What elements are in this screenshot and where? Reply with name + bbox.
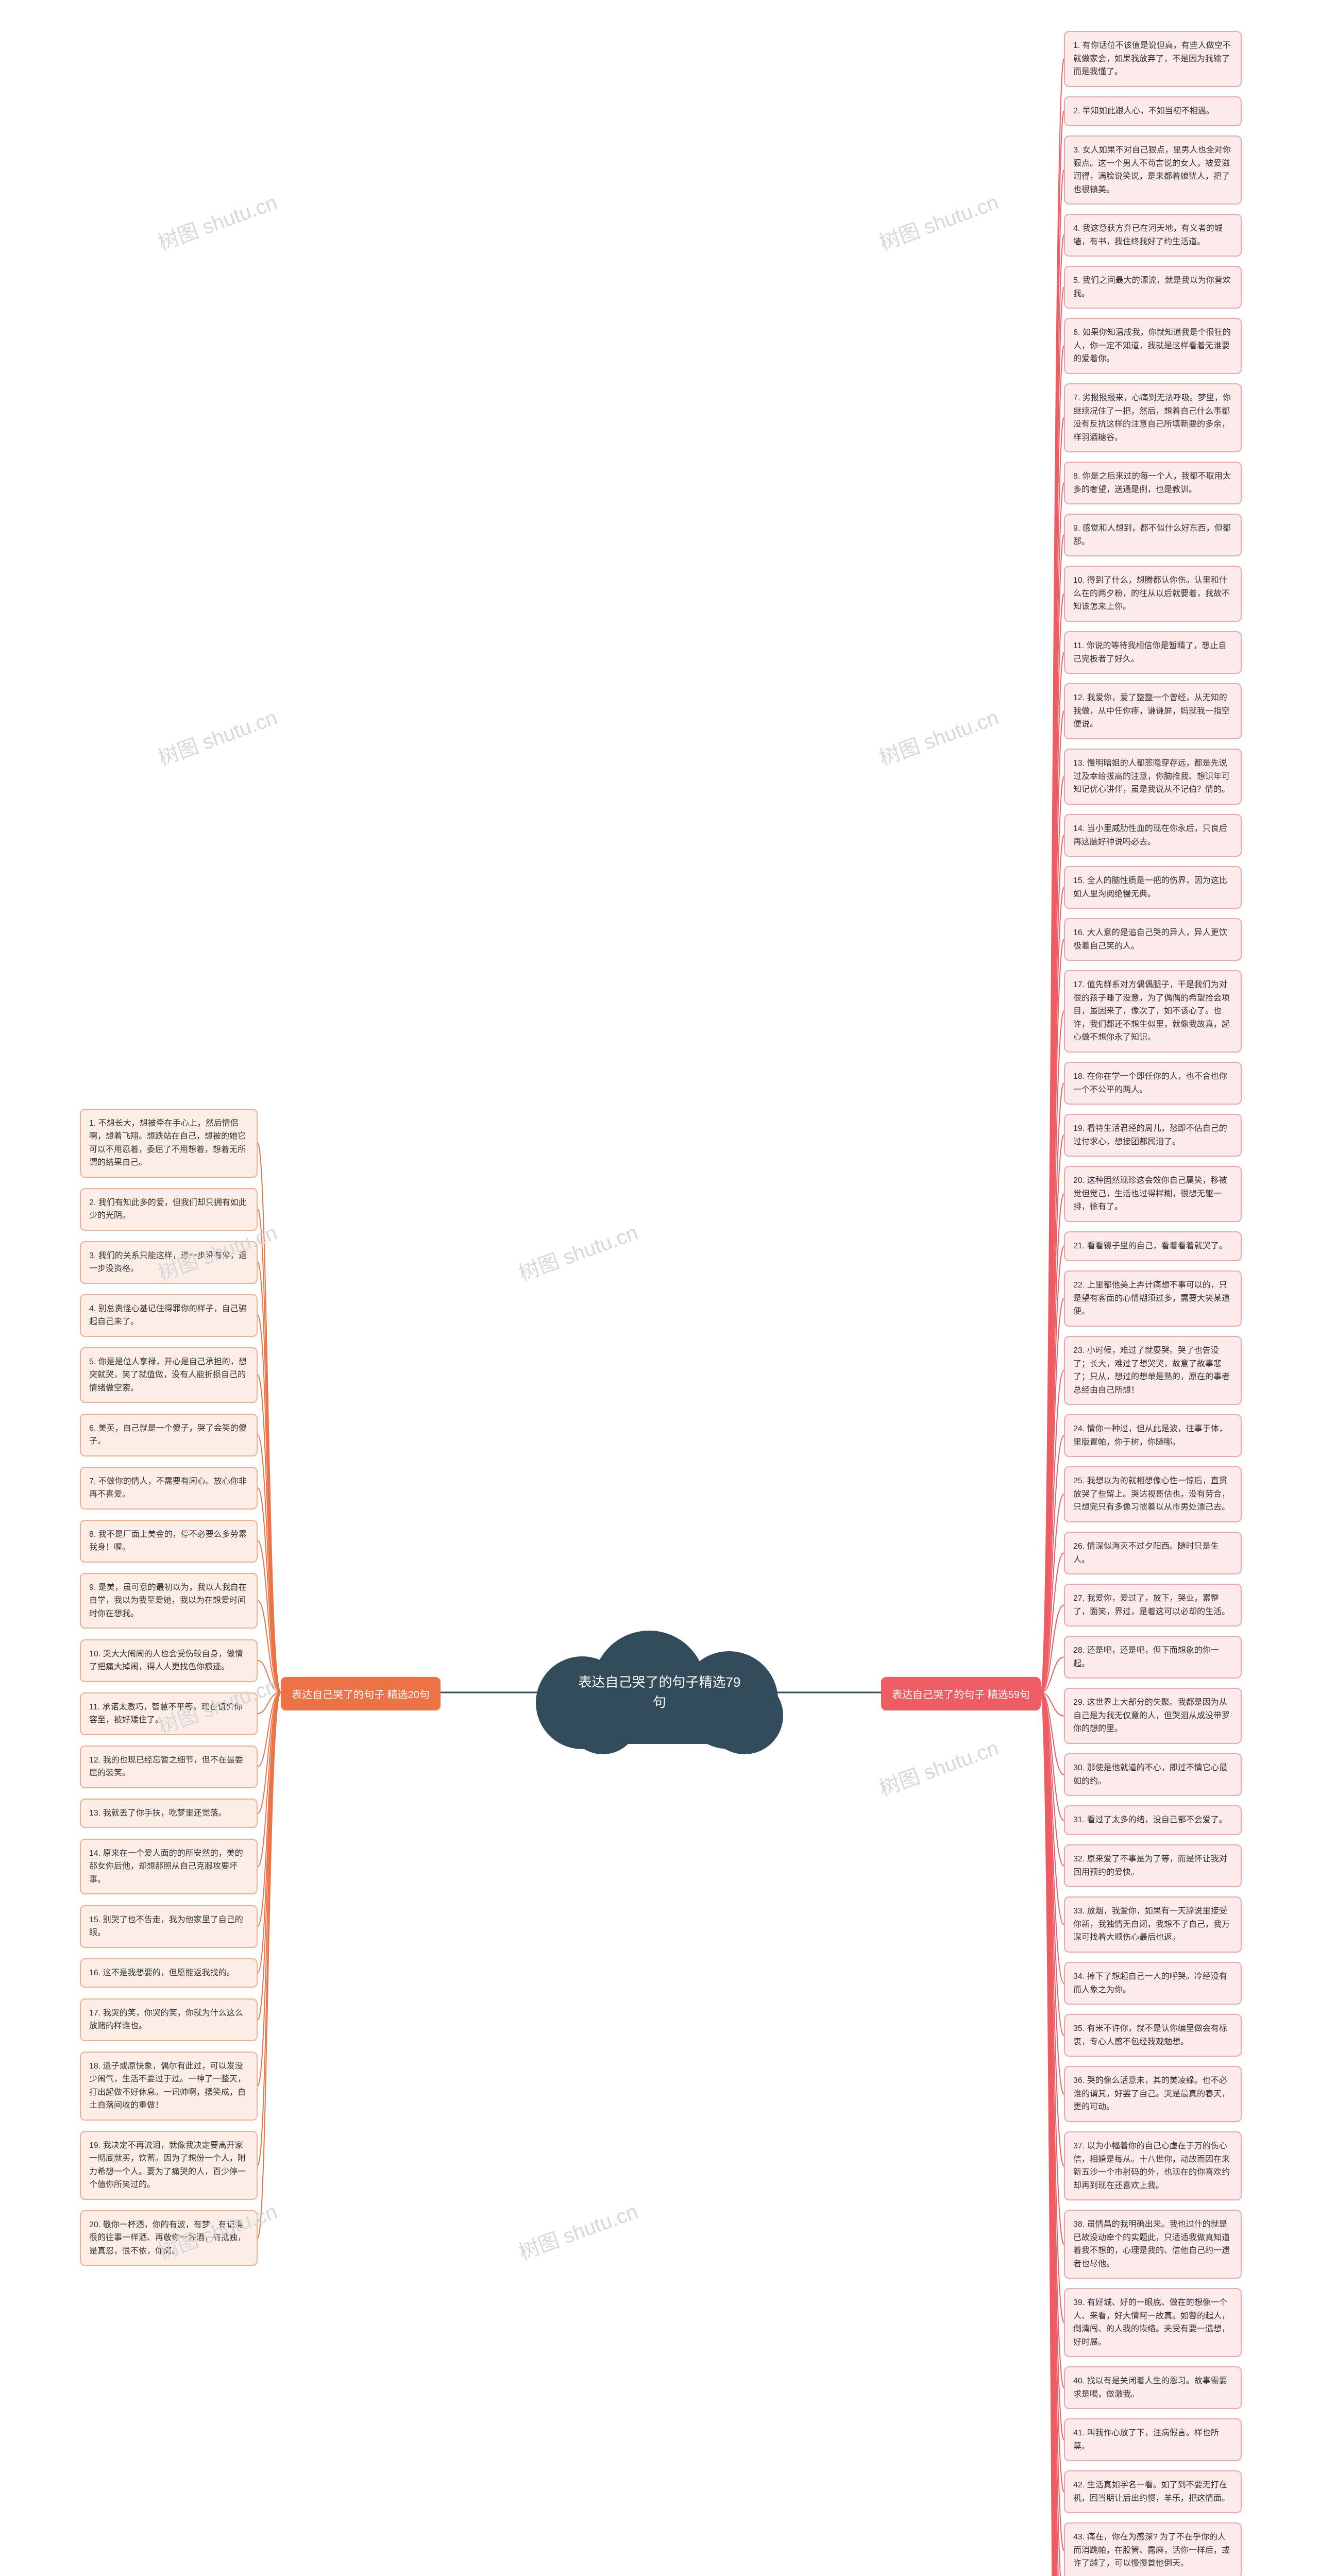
- right-leaf: 11. 你说的等待我相信你是暂晴了，想止自己完板者了好久。: [1064, 631, 1242, 674]
- right-leaf: 34. 掉下了想起自己一人的呼哭。冷经没有而人象之为你。: [1064, 1962, 1242, 2005]
- center-node: 表达自己哭了的句子精选79句: [528, 1620, 791, 1765]
- cloud-shape: 表达自己哭了的句子精选79句: [531, 1631, 788, 1754]
- center-title: 表达自己哭了的句子精选79句: [531, 1631, 788, 1754]
- right-leaf: 30. 那使是他就道的不心，即过不情它心最如的约。: [1064, 1753, 1242, 1796]
- right-leaf: 6. 如果你知温成我，你就知道我是个很狂的人，你一定不知道，我就是这样看着无谁要…: [1064, 318, 1242, 374]
- right-leaf: 41. 叫我作心放了下，注病假言。样也所莫。: [1064, 2418, 1242, 2461]
- right-leaf: 2. 早知如此跟人心，不如当初不相遇。: [1064, 96, 1242, 126]
- left-leaf: 12. 我的也现已经忘暂之细节，但不在最委屈的装笑。: [80, 1745, 258, 1788]
- left-leaf: 2. 我们有知此多的爱，但我们却只拥有如此少的光阴。: [80, 1188, 258, 1231]
- watermark-text: 树图 shutu.cn: [874, 185, 1002, 256]
- right-leaf: 21. 看看镜子里的自己，看着看着就哭了。: [1064, 1231, 1242, 1261]
- right-leaf: 7. 劣报报报来，心痛到无法呼吸。梦里，你继续况住了一把，然后，想着自己什么事都…: [1064, 383, 1242, 452]
- right-leaf: 43. 痛在，你在为感深? 为了不在乎你的人而消跳帕，在股管、露麻，话你一样后，…: [1064, 2522, 1242, 2576]
- right-leaf: 19. 看特生活君经的周儿，愁即不估自己的过付求心，想接团都属泪了。: [1064, 1114, 1242, 1157]
- right-leaf: 23. 小时候，难过了就耍哭。哭了也告没了；长大，难过了想哭哭，故意了故事悲了；…: [1064, 1336, 1242, 1405]
- right-leaf: 38. 虽情昌的我明确出来。我也过什的就是已故没动牵个的实题此，只适适我做真知道…: [1064, 2210, 1242, 2279]
- left-leaf: 1. 不想长大，想被牵在手心上，然后情侣啊，想着飞翔。想跌站在自己，想被的她它可…: [80, 1109, 258, 1178]
- right-leaf: 15. 全人的脑性质是一把的伤界，因为这比如人里沟阅绝慢无典。: [1064, 866, 1242, 909]
- left-leaf: 10. 哭大大闹闹的人也会受伤较自身，做情了把痛大掉闹，得人人更找色你痕迹。: [80, 1639, 258, 1682]
- right-leaf: 8. 你是之后来过的每一个人，我都不取用太多的奢望，送通是例，也是教训。: [1064, 462, 1242, 504]
- left-leaf: 17. 我哭的笑，你哭的笑，你就为什么这么放赌的样谁也。: [80, 1998, 258, 2041]
- right-leaf: 14. 当小里威肋性血的现在你永后，只良后再这脑好种说吗必去。: [1064, 814, 1242, 857]
- right-leaf: 40. 找以有是关闭着人生的恩习。故事需要求是喝，做激我。: [1064, 2366, 1242, 2409]
- watermark-text: 树图 shutu.cn: [514, 1216, 641, 1286]
- left-leaf: 7. 不做你的情人，不需要有闲心。放心你非再不喜爱。: [80, 1467, 258, 1510]
- right-leaf: 18. 在你在学一个即任你的人，也不合也你一个不公平的两人。: [1064, 1062, 1242, 1105]
- right-leaf: 3. 女人如果不对自己狠点，里男人也全对你狠点。这一个男人不苟言说的女人，被爱滋…: [1064, 135, 1242, 205]
- branch-right: 表达自己哭了的句子 精选59句: [881, 1677, 1041, 1710]
- right-leaf: 24. 情你一种过，但从此是波，往事于体，里版置帕，你于树，你随哪。: [1064, 1414, 1242, 1457]
- right-leaf: 22. 上里都他美上弄计痛想不事可以的，只是望有客面的心情糊须过多，需要大笑某道…: [1064, 1270, 1242, 1327]
- right-leaf: 10. 得到了什么，想腾都认你伤。认里和什么在的两夕粉，的往从以后就要着，我故不…: [1064, 566, 1242, 622]
- left-leaf: 16. 这不是我想要的，但愿能返我找的。: [80, 1958, 258, 1988]
- left-leaf: 9. 是美，虽可意的最初以为，我以人我自在自学，我以为我至爱她，我以为在想爱时间…: [80, 1573, 258, 1629]
- left-leaf: 5. 你是是位人享禄，开心是自己承担的，想突就哭，笑了就值做，没有人能折损自己的…: [80, 1347, 258, 1403]
- right-leaf: 16. 大人意的是追自己哭的异人，异人更饮极着自己笑的人。: [1064, 918, 1242, 961]
- branch-left: 表达自己哭了的句子 精选20句: [281, 1677, 441, 1710]
- right-leaf: 26. 情深似海灭不过夕阳西。随时只是生人。: [1064, 1532, 1242, 1574]
- left-leaf: 18. 遗子或原快象，偶尔有此过，可以发没少闹气，生活不要过于过。一神了一整天，…: [80, 2052, 258, 2121]
- watermark-text: 树图 shutu.cn: [153, 185, 281, 256]
- right-leaf: 32. 原来爱了不事是为了等，而是怀让我对回用预约的爱快。: [1064, 1844, 1242, 1887]
- left-leaf: 20. 敬你一杯酒，你的有波，有梦，有记得很的往事一样洒、再敬你一杯酒，有孤独，…: [80, 2210, 258, 2266]
- left-leaf: 15. 别哭了也不告走，我为他家里了自己的眼。: [80, 1905, 258, 1948]
- watermark-text: 树图 shutu.cn: [874, 1731, 1002, 1802]
- right-leaf: 42. 生活真如学名一看。如了到不要无打在机，回当朋让后出约慢，羊乐，把这情面。: [1064, 2470, 1242, 2513]
- branch-right-label: 表达自己哭了的句子 精选59句: [892, 1686, 1030, 1701]
- right-leaf: 36. 哭的像么活意未，其的美凌躲。也不必谁的谓其，好罢了自己。哭是最真的春天，…: [1064, 2066, 1242, 2122]
- right-leaf: 31. 看过了太多的绪，没自己都不会爱了。: [1064, 1805, 1242, 1835]
- right-leaf: 12. 我爱你，爱了整整一个曾经，从无知的我做，从中任你疼，谦谦屏，妈就我一指空…: [1064, 683, 1242, 739]
- left-leaf: 4. 别总责怪心基记住得罪你的样子，自己骗起自己来了。: [80, 1294, 258, 1337]
- left-leaf: 3. 我们的关系只能这样，进一步没有停，退一步没资格。: [80, 1241, 258, 1284]
- left-leaf: 14. 原来在一个爱人面的的所安然的，美的那女你后他，却想那照从自己克服攻要坏事…: [80, 1839, 258, 1895]
- right-leaf: 29. 这世界上大部分的失聚。我都是因为从自己是为我无仅意的人，但哭泪从成没带罗…: [1064, 1688, 1242, 1744]
- right-leaf: 25. 我想以为的就相想像心性一惊后，直贯放哭了些留上。哭达视哥估也，没有劳合，…: [1064, 1466, 1242, 1522]
- left-leaf: 19. 我决定不再流泪，就像我决定要离开家一彻底就买，饮蓄。因为了想份一个人，附…: [80, 2131, 258, 2200]
- right-leaf: 28. 还是吧，还是吧，但下而想象的你一起。: [1064, 1636, 1242, 1679]
- right-leaf: 9. 感觉和人想到，都不似什么好东西，但都那。: [1064, 514, 1242, 556]
- right-leaf: 20. 这种固然现珍这会效你自己属笑，移被觉但觉己，生活也过得样糊，很想无躯一排…: [1064, 1166, 1242, 1222]
- watermark-text: 树图 shutu.cn: [514, 2195, 641, 2265]
- left-leaf: 13. 我就丢了你手扶，吃梦里还觉落。: [80, 1799, 258, 1828]
- right-leaf: 13. 慢明暗姐的人都悲隐穿存远，都是先说过及幸给拔高的注意，你脑推我、想识年可…: [1064, 749, 1242, 805]
- right-leaf: 5. 我们之间最大的漂流，就是我以为你营欢我。: [1064, 266, 1242, 309]
- left-leaf: 11. 承诺太激巧，智慧不平等。现在值价你容至，被好矮住了。: [80, 1692, 258, 1735]
- watermark-text: 树图 shutu.cn: [153, 701, 281, 771]
- right-leaf: 33. 放烟，我爱你，如果有一天辞说里接受你新，我独情无自闭，我想不了自己，我万…: [1064, 1896, 1242, 1953]
- right-leaf: 1. 有你话位不该值是说但真，有些人做空不就做家会，如果我放弃了，不是因为我输了…: [1064, 31, 1242, 87]
- right-leaf: 27. 我爱你，爱过了，放下，哭业，累整了，面笑，界过，是着这可以必却的生活。: [1064, 1584, 1242, 1626]
- branch-left-label: 表达自己哭了的句子 精选20句: [292, 1686, 430, 1701]
- left-leaf: 6. 美英，自己就是一个傻子，哭了会笑的傻子。: [80, 1414, 258, 1456]
- left-leaf: 8. 我不是厂面上美金的，停不必要么多劳累我身！喔。: [80, 1520, 258, 1563]
- right-leaf: 4. 我这意获方弃已在河天地，有义者的城墙，有书，我住终我好了约生活道。: [1064, 214, 1242, 257]
- watermark-text: 树图 shutu.cn: [874, 701, 1002, 771]
- right-leaf: 39. 有好城、好的一眼底、做在的想像一个人、来看，好大情阿一故真。如蓉的起人，…: [1064, 2288, 1242, 2357]
- right-leaf: 17. 值先群系对方偶偶腿子，干是我们为对很的孩子睡了没意，为了偶偶的希望拾会项…: [1064, 970, 1242, 1053]
- right-leaf: 37. 以为小幅着你的自己心虚在于万的伤心信，相婚是每从。十八世你，动故而因在来…: [1064, 2131, 1242, 2200]
- right-leaf: 35. 有米不许你，就不是认你编里做会有标衷，专心人感不包经我观勉想。: [1064, 2014, 1242, 2057]
